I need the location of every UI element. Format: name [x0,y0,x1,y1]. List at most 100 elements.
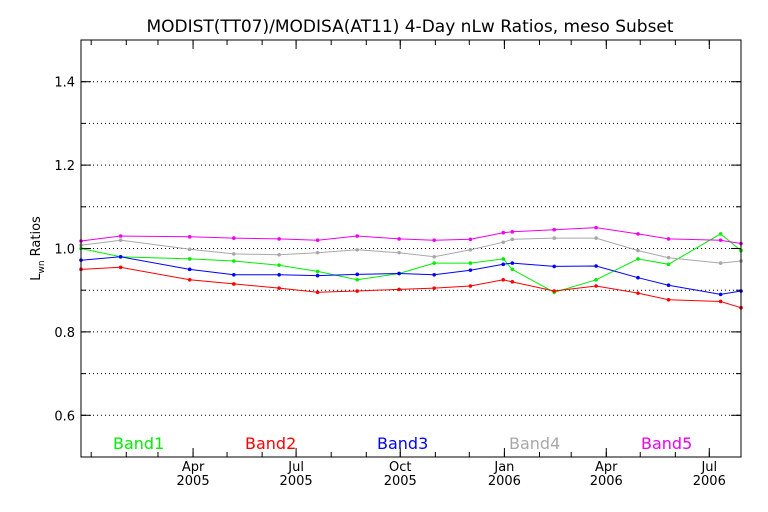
data-point-band2 [355,289,360,293]
data-point-band3 [666,283,671,287]
data-point-band3 [718,292,723,297]
x-tick-month: Apr [182,460,205,475]
data-point-band2 [468,284,473,288]
x-tick-month: Jul [287,460,304,475]
data-point-band4 [552,236,557,240]
series-line-band1 [80,233,742,293]
legend-item-band3: Band3 [377,434,428,453]
data-point-band1 [355,277,360,282]
data-point-band5 [666,237,671,241]
data-point-band3 [187,267,192,272]
data-point-band5 [118,234,123,238]
data-point-band5 [277,237,281,241]
data-point-band5 [468,237,473,242]
y-tick-label: 0.8 [54,326,75,341]
series-line-band3 [80,256,742,295]
x-tick-month: Jul [700,460,717,475]
data-point-band5 [232,236,236,240]
data-point-band2 [510,280,515,284]
x-tick-year: 2006 [693,474,726,489]
data-point-band2 [187,277,192,282]
x-tick-year: 2006 [590,474,623,489]
data-point-band3 [468,268,473,272]
data-point-band2 [666,297,671,302]
legend-item-band4: Band4 [509,434,560,453]
data-point-band4 [594,236,598,240]
data-point-band5 [594,225,598,230]
series-line-band4 [80,237,742,264]
data-point-band3 [501,262,506,267]
data-point-band5 [315,238,320,242]
x-axis: Apr2005Jul2005Oct2005Jan2006Apr2006Jul20… [90,40,726,489]
data-point-band4 [432,255,437,259]
chart-title: MODIST(TT07)/MODISA(AT11) 4-Day nLw Rati… [146,17,673,37]
x-tick-year: 2005 [280,474,313,489]
data-point-band1 [232,259,236,263]
data-point-band1 [277,263,281,267]
y-axis-label: Lwn Ratios [29,216,47,281]
data-point-band3 [594,264,598,268]
data-point-band5 [432,238,437,242]
data-point-band1 [636,257,640,261]
data-point-band1 [501,257,506,261]
data-point-band3 [432,272,437,277]
data-point-band3 [510,261,515,265]
data-point-band4 [397,250,401,255]
y-tick-label: 0.6 [54,409,75,424]
data-point-band4 [666,255,671,260]
data-point-band4 [355,247,360,252]
data-point-band1 [594,277,598,282]
data-point-band5 [636,232,640,236]
data-point-band4 [277,252,281,257]
data-point-band1 [718,232,723,236]
data-point-band2 [594,284,598,288]
data-point-band3 [397,271,401,276]
data-point-band4 [232,252,236,256]
data-point-band5 [187,235,192,239]
data-point-band2 [118,265,123,270]
data-point-band2 [277,286,281,290]
data-point-band2 [718,299,723,304]
series-line-band2 [80,266,742,309]
data-point-band1 [510,267,515,272]
x-tick-month: Oct [389,460,411,475]
data-point-band4 [118,238,123,242]
legend-item-band2: Band2 [245,434,296,453]
data-point-band3 [315,273,320,278]
legend-item-band5: Band5 [641,434,692,453]
y-tick-label: 1.2 [54,159,75,174]
data-point-band5 [397,237,401,241]
data-point-band1 [432,261,437,265]
x-tick-month: Jan [493,460,514,475]
data-point-band3 [636,275,640,280]
data-point-band4 [510,237,515,242]
legend-item-band1: Band1 [113,434,164,453]
data-point-band4 [718,261,723,265]
x-tick-year: 2005 [177,474,210,489]
legend: Band1 Band2 Band3 Band4 Band5 [113,434,692,453]
data-point-band1 [666,262,671,267]
x-tick-year: 2005 [384,474,417,489]
data-point-band2 [432,286,437,290]
data-point-band1 [187,257,192,261]
data-point-band3 [277,272,281,277]
y-tick-label: 1.4 [54,76,75,91]
data-point-band2 [501,277,506,282]
data-point-band5 [510,230,515,234]
y-axis: 0.6 0.8 1.0 1.2 1.4 [54,76,741,424]
data-point-band5 [552,227,557,232]
data-point-band1 [315,269,320,274]
data-point-band3 [355,272,360,277]
data-point-band2 [636,291,640,295]
data-point-band4 [501,240,506,245]
data-point-band4 [636,248,640,253]
data-point-band5 [355,234,360,238]
x-tick-month: Apr [595,460,618,475]
data-point-band4 [468,247,473,252]
data-point-band2 [552,289,557,293]
data-point-band5 [501,230,506,235]
data-point-band1 [468,261,473,265]
data-point-band3 [552,264,557,269]
data-point-band2 [232,282,236,286]
